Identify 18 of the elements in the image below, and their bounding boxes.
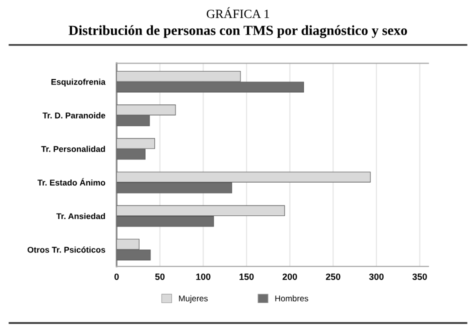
- y-tick-label: Otros Tr. Psicóticos: [28, 246, 106, 253]
- y-tick-label: Tr. D. Paranoide: [42, 112, 106, 118]
- x-tick-label: 300: [369, 274, 384, 280]
- x-tick-label: 150: [240, 274, 254, 280]
- y-tick-label: Esquizofrenia: [51, 78, 106, 86]
- y-tick-label: Tr. Estado Ánimo: [38, 178, 106, 186]
- legend-label: Hombres: [275, 295, 308, 302]
- x-tick-label: 0: [114, 274, 119, 280]
- x-tick-label: 100: [196, 274, 210, 280]
- x-tick-label: 350: [412, 274, 427, 280]
- x-tick-label: 250: [326, 274, 340, 280]
- chart-subtitle: Distribución de personas con TMS por diagnóstico y sexo: [68, 25, 407, 38]
- legend-label: Mujeres: [179, 295, 208, 304]
- x-tick-label: 200: [282, 274, 297, 280]
- chart-title: GRÁFICA 1: [206, 7, 270, 18]
- y-tick-label: Tr. Personalidad: [41, 146, 105, 152]
- x-tick-label: 50: [155, 274, 165, 280]
- y-tick-label: Tr. Ansiedad: [56, 213, 105, 220]
